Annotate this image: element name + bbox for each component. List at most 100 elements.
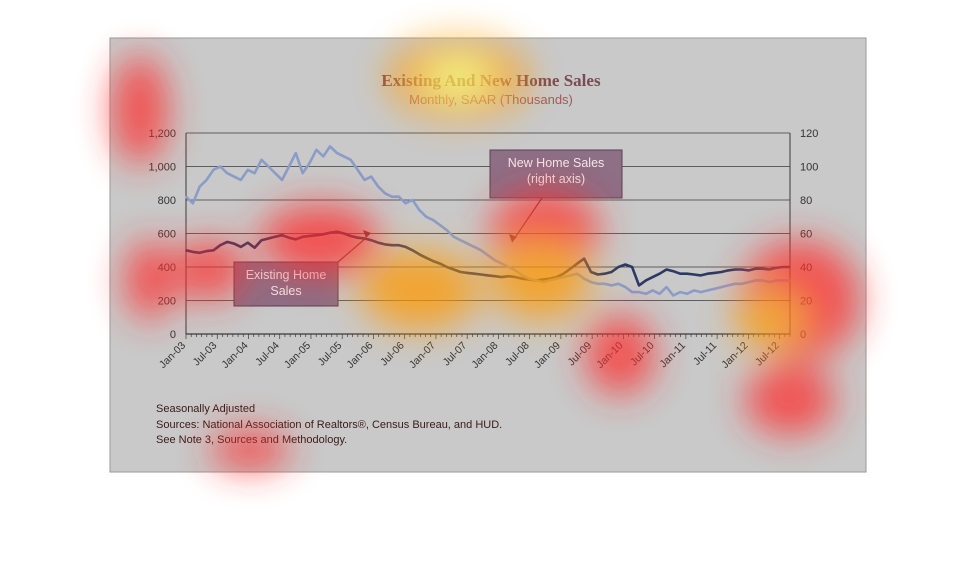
heat-blob (745, 365, 835, 435)
new-sales-point (404, 202, 407, 205)
existing-sales-point (706, 272, 709, 275)
new-sales-point (713, 288, 716, 290)
new-sales-point (185, 195, 187, 198)
new-sales-point (281, 179, 283, 181)
new-sales-point (329, 145, 331, 148)
existing-sales-point (603, 272, 606, 275)
new-sales-point (700, 291, 702, 293)
footnote-2: Sources: National Association of Realtor… (156, 419, 502, 431)
existing-sales-point (247, 241, 249, 244)
callouts: New Home Sales(right axis)Existing HomeS… (233, 149, 623, 307)
heat-blob (260, 204, 380, 276)
existing-sales-point (741, 268, 743, 271)
new-sales-point (603, 283, 606, 285)
new-sales-point (720, 286, 723, 288)
existing-sales-point (398, 244, 400, 246)
new-sales-point (247, 169, 249, 171)
new-sales-point (487, 254, 489, 257)
new-sales-point (377, 185, 380, 188)
heat-blob (420, 56, 496, 100)
new-sales-point (624, 286, 627, 288)
existing-sales-point (651, 276, 654, 278)
left-tick-label: 1,000 (148, 162, 176, 174)
existing-sales-point (645, 279, 647, 282)
existing-sales-point (610, 271, 613, 273)
new-sales-point (391, 195, 393, 198)
new-sales-point (322, 155, 325, 158)
new-sales-point (473, 246, 476, 248)
new-sales-point (590, 281, 592, 283)
new-sales-point (693, 289, 695, 292)
existing-sales-point (487, 274, 489, 277)
new-sales-point (651, 289, 654, 292)
existing-sales-point (734, 268, 736, 271)
existing-sales-point (713, 272, 716, 274)
new-sales-point (301, 172, 304, 174)
new-sales-point (384, 192, 386, 195)
new-sales-point (349, 159, 352, 161)
new-sales-point (240, 179, 242, 181)
new-sales-point (665, 286, 668, 288)
heat-blob (210, 430, 290, 470)
heat-blob (735, 290, 805, 350)
existing-sales-point (226, 241, 228, 243)
new-sales-point (295, 152, 297, 154)
heat-blob (125, 240, 175, 320)
new-sales-callout-text: (right axis) (527, 172, 585, 186)
right-tick-label: 80 (800, 195, 812, 207)
new-sales-point (219, 165, 222, 168)
existing-sales-callout-text: Sales (270, 284, 301, 298)
existing-sales-point (727, 269, 729, 272)
heatmap-overlay (112, 38, 860, 470)
existing-sales-point (404, 246, 407, 248)
existing-sales-point (665, 268, 668, 271)
heat-blob (360, 250, 480, 330)
new-sales-point (452, 236, 455, 238)
existing-sales-point (672, 270, 675, 273)
new-sales-point (398, 195, 400, 198)
new-sales-point (336, 152, 338, 154)
heat-blob (585, 315, 655, 395)
new-sales-callout-box (489, 149, 623, 199)
new-sales-point (198, 185, 201, 188)
new-sales-point (679, 291, 681, 293)
existing-sales-point (700, 274, 702, 277)
new-sales-point (315, 149, 318, 151)
new-sales-point (658, 293, 661, 295)
existing-sales-point (693, 273, 695, 276)
existing-sales-point (590, 271, 592, 273)
new-sales-point (597, 283, 599, 285)
heat-blob (112, 55, 168, 165)
heat-blob (490, 240, 590, 320)
footnote-1: Seasonally Adjusted (156, 403, 255, 415)
existing-sales-point (384, 243, 386, 246)
new-sales-point (439, 224, 441, 226)
new-sales-point (631, 291, 633, 293)
existing-sales-point (686, 272, 688, 275)
new-sales-point (734, 283, 736, 285)
new-sales-point (205, 179, 208, 181)
new-sales-point (466, 242, 469, 245)
existing-sales-point (624, 263, 627, 266)
new-sales-point (672, 294, 675, 297)
new-sales-point (356, 169, 359, 171)
new-sales-point (706, 289, 709, 292)
existing-sales-point (638, 284, 640, 287)
new-sales-point (226, 172, 228, 174)
new-sales-point (425, 216, 428, 218)
new-sales-point (343, 155, 345, 158)
new-sales-point (645, 293, 647, 295)
existing-sales-point (391, 244, 393, 246)
existing-sales-point (233, 242, 235, 245)
new-sales-point (418, 209, 421, 211)
new-sales-point (274, 172, 277, 174)
new-sales-callout-text: New Home Sales (508, 156, 605, 170)
new-sales-point (267, 165, 270, 168)
new-sales-point (727, 284, 729, 287)
new-sales-point (288, 165, 290, 168)
new-sales-point (494, 259, 496, 262)
existing-sales-point (631, 266, 633, 268)
new-sales-point (480, 249, 482, 252)
new-sales-point (617, 283, 620, 285)
